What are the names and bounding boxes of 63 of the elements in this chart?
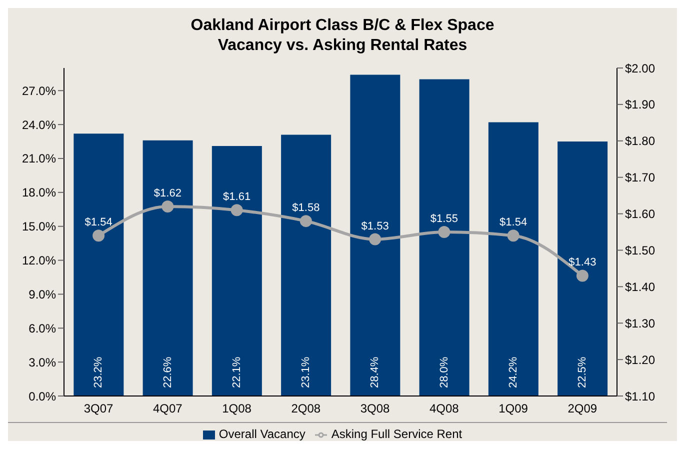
data-label: $1.61	[223, 191, 251, 204]
y-tick-label: 12.0%	[22, 254, 56, 268]
y-tick-label: 18.0%	[22, 186, 56, 200]
x-tick-label: 3Q08	[360, 402, 390, 416]
y-tick-label: 24.0%	[22, 118, 56, 132]
y2-tick-label: $1.80	[625, 134, 656, 148]
bar	[74, 134, 124, 396]
y2-tick-label: $1.50	[625, 243, 656, 258]
bar	[488, 122, 538, 396]
point	[230, 204, 243, 216]
y2-tick-label: $1.70	[625, 170, 656, 185]
y-tick-label: 6.0%	[28, 321, 56, 336]
y2-tick-label: $1.10	[625, 389, 656, 404]
bar	[350, 74, 400, 396]
y2-tick-label: $1.30	[625, 316, 656, 330]
bar	[558, 142, 608, 396]
point	[576, 270, 588, 282]
y2-tick-label: $2.00	[625, 61, 656, 76]
data-label: 22.1%	[230, 356, 243, 388]
legend-label: Overall Vacancy	[218, 427, 306, 441]
bar	[142, 140, 193, 396]
point	[369, 233, 382, 246]
y-tick-label: 3.0%	[28, 355, 56, 370]
point	[92, 230, 105, 242]
x-tick-label: 2Q08	[291, 402, 321, 416]
y-tick-label: 27.0%	[22, 84, 56, 98]
x-tick-label: 1Q08	[222, 402, 252, 416]
point	[162, 200, 174, 212]
data-label: 24.2%	[507, 356, 520, 388]
y-tick-label: 21.0%	[22, 152, 56, 166]
data-label: 28.0%	[438, 356, 450, 388]
legend-label: Asking Full Service Rent	[331, 427, 462, 441]
y2-tick-label: $1.90	[625, 98, 656, 112]
x-tick-label: 2Q09	[568, 402, 598, 416]
data-label: $1.62	[154, 187, 182, 200]
chart-title: Oakland Airport Class B/C & Flex Space Vacancy vs. Asking Rental Rates	[190, 16, 496, 56]
y-tick-label: 0.0%	[28, 389, 56, 404]
data-label: 28.4%	[369, 356, 382, 388]
data-label: 23.2%	[92, 356, 105, 388]
bar	[419, 79, 470, 396]
y2-tick-label: $1.40	[625, 280, 656, 294]
x-tick-label: 4Q07	[153, 402, 183, 416]
data-label: 23.1%	[300, 356, 312, 388]
y2-tick-label: $1.20	[625, 352, 656, 367]
data-label: $1.58	[292, 202, 320, 214]
data-label: 22.5%	[576, 356, 589, 388]
data-label: $1.53	[361, 220, 389, 232]
bar	[281, 134, 332, 396]
data-label: $1.54	[84, 216, 112, 229]
point	[438, 226, 450, 238]
x-tick-label: 4Q08	[430, 402, 460, 416]
x-tick-label: 1Q09	[498, 402, 528, 416]
data-label: 22.6%	[162, 356, 174, 388]
data-label: $1.55	[430, 213, 458, 225]
y-tick-label: 15.0%	[22, 220, 56, 234]
x-tick-label: 3Q07	[84, 402, 114, 416]
bar	[212, 146, 262, 396]
data-label: $1.54	[500, 216, 528, 229]
y-tick-label: 9.0%	[28, 287, 56, 302]
point	[507, 230, 520, 242]
data-label: $1.43	[568, 256, 596, 269]
point	[300, 215, 312, 228]
y2-tick-label: $1.60	[625, 207, 656, 222]
